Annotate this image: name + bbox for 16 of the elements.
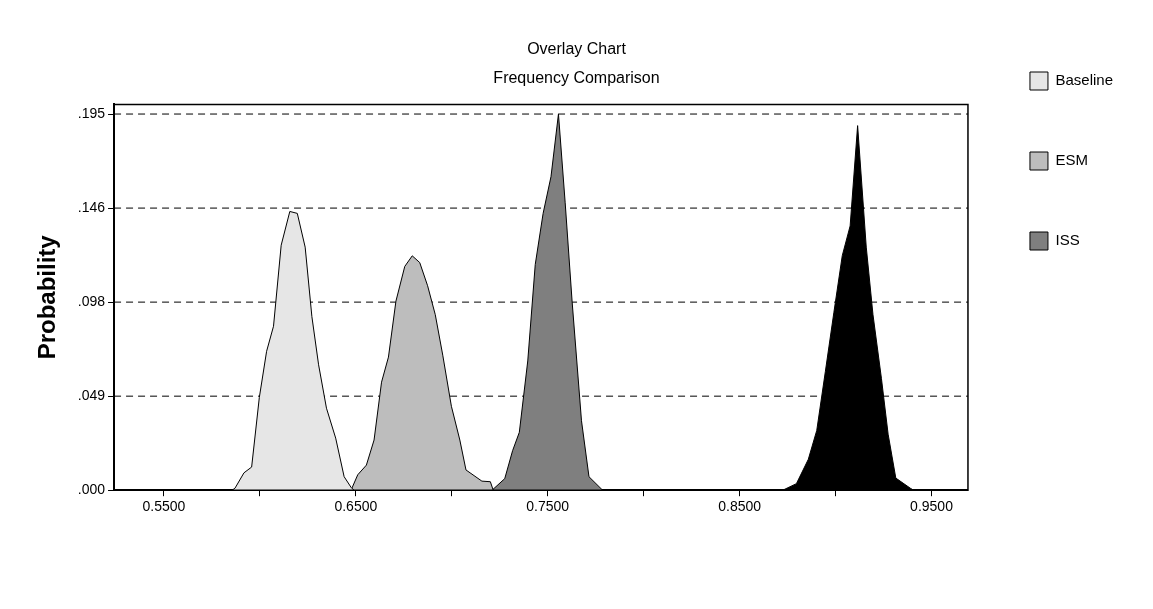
chart-subtitle: Frequency Comparison <box>493 69 660 87</box>
y-tick-label: .049 <box>77 387 106 404</box>
legend-label: Baseline <box>1055 71 1114 89</box>
x-tick-label: 0.6500 <box>334 498 378 515</box>
chart-title: Overlay Chart <box>527 40 627 58</box>
y-tick-label: .098 <box>77 292 106 309</box>
legend-label: ISS <box>1055 231 1080 249</box>
y-tick-label: .195 <box>77 104 106 121</box>
y-axis-title: Probability <box>33 234 61 360</box>
x-tick-label: 0.8500 <box>718 498 762 515</box>
x-tick-label: 0.9500 <box>910 498 954 515</box>
y-tick-label: .146 <box>77 198 106 215</box>
y-tick-label: .000 <box>77 481 106 498</box>
x-tick-label: 0.5500 <box>142 498 186 515</box>
legend-label: ESM <box>1055 151 1088 169</box>
x-tick-label: 0.7500 <box>526 498 570 515</box>
